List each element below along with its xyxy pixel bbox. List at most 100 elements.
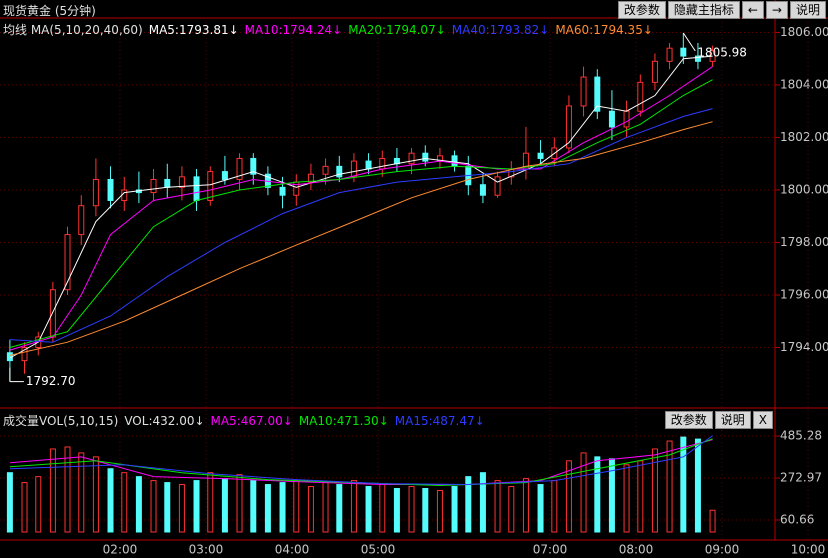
volume-bar: [236, 474, 243, 533]
volume-bar: [350, 480, 357, 533]
candle-body: [193, 176, 200, 201]
toolbar-button[interactable]: 说明: [714, 411, 751, 429]
toolbar-button[interactable]: 说明: [789, 1, 826, 19]
volume-bar: [422, 488, 429, 533]
toolbar-button[interactable]: 隐藏主指标: [667, 1, 740, 19]
volume-bar: [522, 478, 529, 533]
candle-body: [408, 152, 415, 165]
toolbar-button[interactable]: ←: [741, 1, 764, 19]
toolbar-button[interactable]: 改参数: [664, 411, 713, 429]
candle-body: [21, 346, 28, 362]
ma-line: [9, 439, 713, 485]
candle-body: [236, 157, 243, 180]
legend: 均线 MA(5,10,20,40,60) MA5:1793.81↓ MA10:179…: [3, 21, 659, 38]
y-tick-label: 60.66: [780, 513, 814, 527]
candle-body: [680, 47, 687, 57]
volume-bar: [6, 472, 13, 533]
volume-bar: [594, 456, 601, 533]
candle-body: [651, 60, 658, 83]
volume-bar: [508, 486, 515, 533]
candle-body: [350, 160, 357, 178]
volume-bar: [221, 478, 228, 533]
volume-bar: [479, 472, 486, 533]
candle-body: [608, 110, 615, 128]
toolbar: 改参数 隐藏主指标 ← → 说明: [617, 1, 826, 19]
legend-title: VOL(5,10,15): [39, 414, 119, 428]
volume-bar: [680, 436, 687, 533]
candle-body: [694, 55, 701, 62]
volume-bar: [393, 488, 400, 533]
volume-bar: [494, 480, 501, 533]
candle-body: [150, 178, 157, 194]
volume-bar: [666, 440, 673, 533]
x-tick-label: 08:00: [619, 543, 654, 557]
toolbar-button[interactable]: X: [752, 411, 773, 429]
candle-body: [379, 157, 386, 170]
volume-bar: [78, 452, 85, 533]
candle-body: [107, 178, 114, 201]
ma-line: [9, 435, 713, 486]
high-label: 1805.98: [697, 45, 747, 59]
candle-body: [594, 76, 601, 112]
volume-bar: [35, 476, 42, 533]
candle-body: [637, 81, 644, 112]
candle-body: [121, 189, 128, 201]
legend-entry: MA5:467.00↓: [210, 414, 293, 428]
toolbar-button[interactable]: 改参数: [617, 1, 666, 19]
volume-bar: [49, 448, 56, 533]
candle-body: [49, 289, 56, 338]
candle-body: [250, 157, 257, 175]
y-tick-label: 1806.00: [780, 25, 828, 39]
volume-bar: [250, 480, 257, 533]
legend-entry: MA10:471.30↓: [298, 414, 389, 428]
ma-line: [9, 108, 713, 343]
volume-bar: [551, 480, 558, 533]
volume-bar: [651, 448, 658, 533]
volume-bar: [164, 482, 171, 533]
volume-bar: [709, 509, 716, 533]
volume-bar: [365, 486, 372, 533]
volume-bar: [135, 476, 142, 533]
y-tick-label: 1804.00: [780, 77, 828, 91]
marker-line: [682, 32, 696, 52]
volume-bar: [379, 484, 386, 533]
x-tick-label: 09:00: [705, 543, 740, 557]
candle-body: [178, 176, 185, 188]
volume-bar: [694, 438, 701, 533]
candle-body: [336, 165, 343, 178]
x-tick-label: 05:00: [361, 543, 396, 557]
y-tick-label: 1800.00: [780, 182, 828, 196]
volume-bar: [623, 464, 630, 533]
candle-body: [221, 171, 228, 180]
legend-entry: MA5:1793.81↓: [148, 23, 239, 37]
y-tick-label: 1798.00: [780, 235, 828, 249]
volume-bar: [107, 468, 114, 533]
y-tick-label: 1802.00: [780, 130, 828, 144]
toolbar-button[interactable]: →: [765, 1, 788, 19]
volume-bar: [150, 480, 157, 533]
volume-bar: [264, 484, 271, 533]
volume-bar: [637, 460, 644, 533]
volume-bar: [608, 458, 615, 533]
legend-entry: MA15:487.47↓: [394, 414, 485, 428]
candle-body: [92, 178, 99, 207]
volume-bar: [408, 486, 415, 533]
x-tick-label: 10:00: [791, 543, 826, 557]
candle-body: [666, 47, 673, 62]
candle-body: [322, 165, 329, 175]
volume-bar: [565, 460, 572, 533]
candle-body: [279, 186, 286, 196]
low-label: 1792.70: [26, 374, 76, 388]
legend-entry: VOL:432.00↓: [124, 414, 205, 428]
candle-body: [537, 152, 544, 159]
candle-body: [207, 171, 214, 201]
volume-bar: [279, 482, 286, 533]
volume-legend: 成交量VOL(5,10,15) VOL:432.00↓ MA5:467.00↓ MA1…: [3, 412, 491, 429]
volume-bar: [336, 484, 343, 533]
chart-title: 现货黄金 (5分钟): [3, 4, 96, 18]
y-tick-label: 272.97: [780, 471, 822, 485]
ma-line: [9, 438, 713, 487]
candle-body: [580, 76, 587, 107]
ma-line: [9, 121, 713, 356]
